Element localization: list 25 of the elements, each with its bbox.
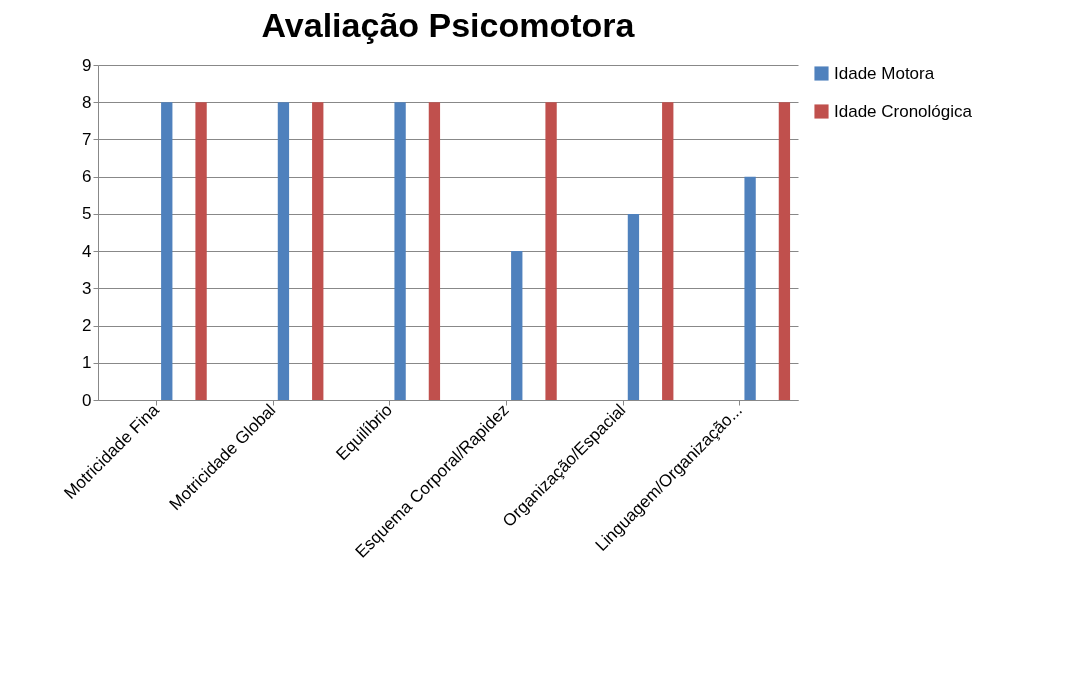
y-tick-label: 8 [82,92,92,112]
y-tick-label: 6 [82,167,92,187]
y-tick-label: 0 [82,390,92,410]
y-tick-label: 1 [82,353,92,373]
y-tick-label: 7 [82,129,92,149]
y-tick-label: 5 [82,204,92,224]
y-tick-label: 9 [82,55,92,75]
legend-label: Idade Cronológica [834,101,973,121]
bar [312,102,324,400]
y-tick-label: 3 [82,278,92,298]
bar [277,102,290,400]
bar [195,102,207,400]
bar [428,102,441,400]
y-tick-label: 4 [82,241,92,261]
bar [744,176,756,400]
bar [161,102,173,400]
chart-title: Avaliação Psicomotora [261,6,636,44]
bar [545,102,557,400]
bar [778,102,791,400]
bar [511,251,523,400]
bar [662,102,674,400]
bar [627,213,640,400]
legend-label: Idade Motora [834,63,935,83]
y-tick-label: 2 [82,316,92,336]
bar [394,102,406,400]
